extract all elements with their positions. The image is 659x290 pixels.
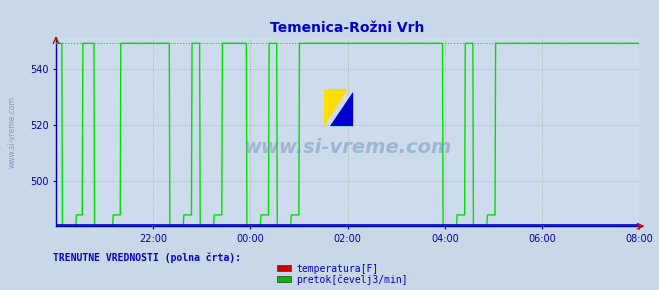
Polygon shape xyxy=(324,89,348,126)
Text: www.si-vreme.com: www.si-vreme.com xyxy=(243,137,452,157)
Polygon shape xyxy=(330,92,353,126)
Text: temperatura[F]: temperatura[F] xyxy=(297,264,379,274)
Text: pretok[čevelj3/min]: pretok[čevelj3/min] xyxy=(297,275,408,285)
Polygon shape xyxy=(330,92,353,126)
Title: Temenica-Rožni Vrh: Temenica-Rožni Vrh xyxy=(270,21,425,35)
Text: www.si-vreme.com: www.si-vreme.com xyxy=(8,96,16,168)
Text: TRENUTNE VREDNOSTI (polna črta):: TRENUTNE VREDNOSTI (polna črta): xyxy=(53,253,241,263)
